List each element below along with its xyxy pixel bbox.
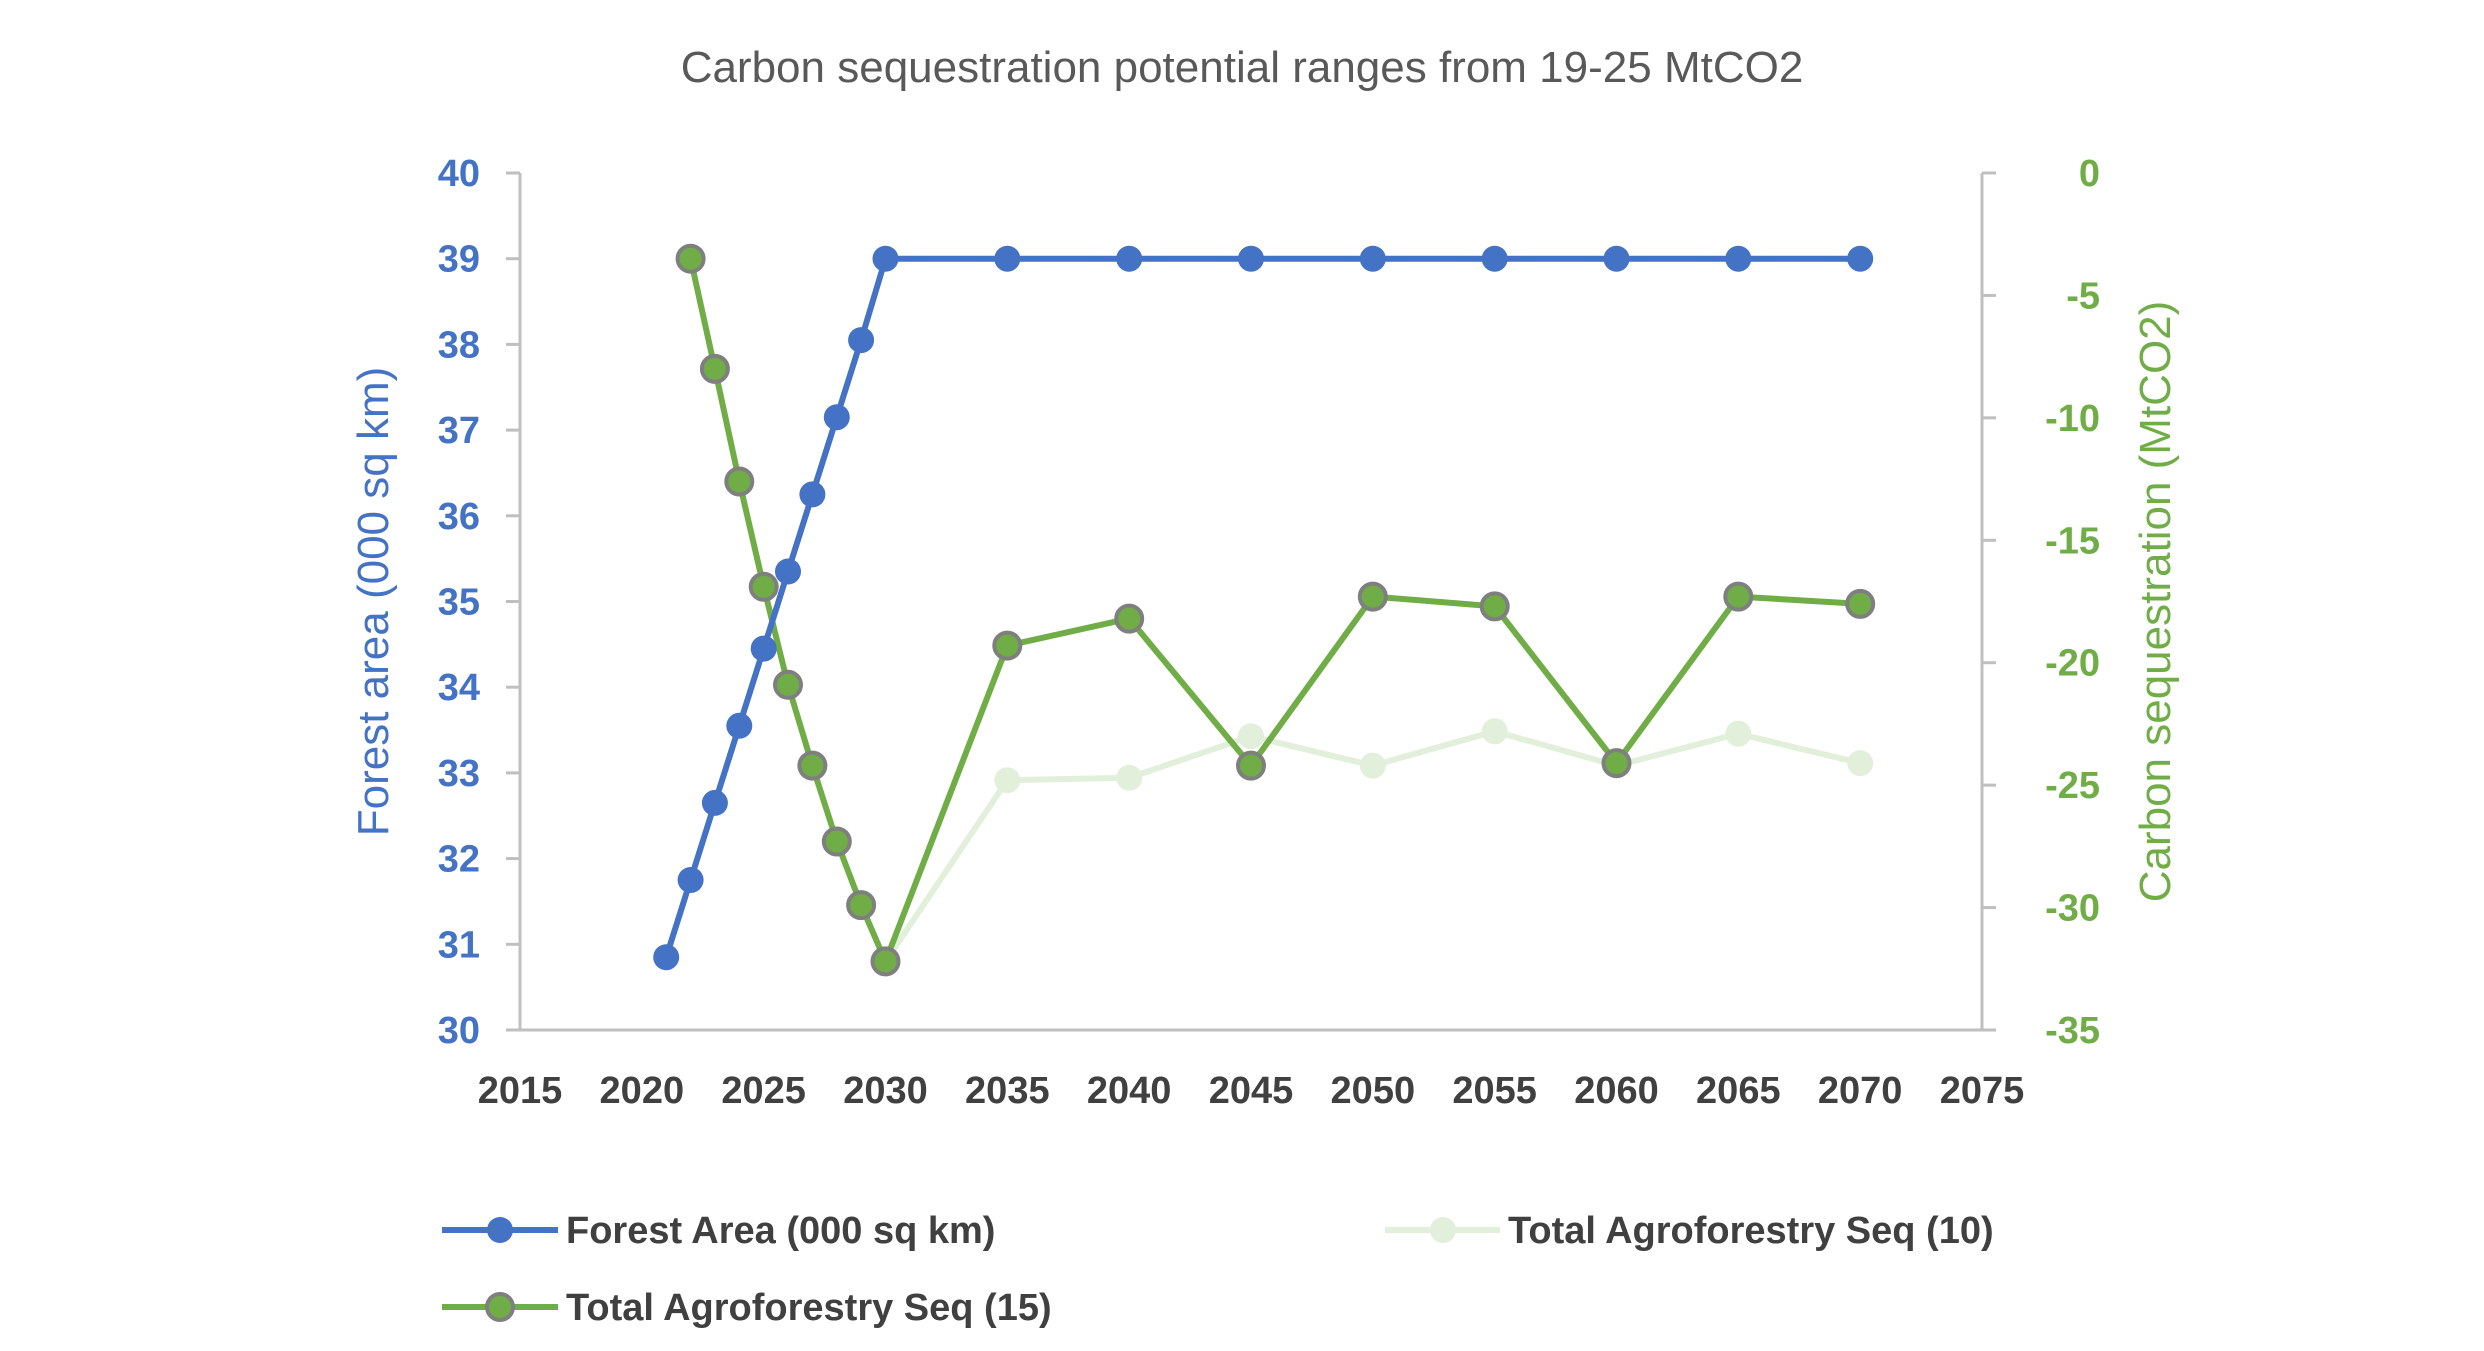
right-tick-label: -20	[2045, 643, 2100, 685]
right-tick-label: -5	[2066, 275, 2100, 317]
legend-item-forest-area: Forest Area (000 sq km)	[442, 1210, 995, 1252]
left-tick-label: 40	[438, 153, 480, 195]
data-point-agroforestry-10	[1238, 723, 1264, 750]
series-line-agroforestry-15	[687, 258, 1861, 965]
legend-item-agroforestry-10: Total Agroforestry Seq (10)	[1385, 1210, 1994, 1252]
chart-title: Carbon sequestration potential ranges fr…	[681, 43, 1804, 92]
left-tick-label: 37	[438, 410, 480, 452]
legend-label-agroforestry-15: Total Agroforestry Seq (15)	[566, 1287, 1052, 1329]
data-point-agroforestry-15	[1723, 581, 1754, 612]
series-line-forest-area	[663, 255, 1861, 959]
legend-label-agroforestry-10: Total Agroforestry Seq (10)	[1508, 1210, 1994, 1252]
x-tick-label: 2040	[1087, 1070, 1172, 1112]
data-point-agroforestry-15	[699, 353, 730, 384]
left-tick-label: 31	[438, 924, 480, 966]
data-point-forest-area	[1603, 245, 1630, 272]
data-point-forest-area	[823, 404, 850, 431]
data-point-forest-area	[750, 635, 777, 662]
data-point-forest-area	[677, 867, 704, 893]
data-point-agroforestry-15	[1479, 591, 1510, 622]
x-tick-label: 2065	[1696, 1070, 1781, 1112]
x-tick-label: 2035	[965, 1070, 1050, 1112]
series-forest-area	[653, 245, 1874, 971]
left-tick-label: 36	[438, 496, 480, 538]
legend: Forest Area (000 sq km) Total Agroforest…	[442, 1210, 1994, 1329]
right-axis-label: Carbon sequestration (MtCO2)	[2131, 301, 2180, 903]
x-axis-ticks: 2015 2020 2025 2030 2035 2040 2045 2050 2055 2060…	[478, 1070, 2025, 1112]
left-tick-label: 34	[438, 667, 480, 709]
data-point-forest-area	[726, 712, 753, 739]
data-point-forest-area	[701, 789, 728, 816]
axes	[518, 173, 1984, 1032]
left-tick-label: 35	[438, 582, 480, 624]
x-tick-label: 2070	[1818, 1070, 1903, 1112]
data-point-agroforestry-15	[1601, 748, 1632, 779]
data-point-agroforestry-15	[797, 750, 828, 781]
data-point-agroforestry-10	[1847, 750, 1874, 777]
right-tick-label: 0	[2079, 153, 2100, 195]
x-tick-label: 2045	[1209, 1070, 1294, 1112]
legend-marker-forest-area	[487, 1217, 513, 1243]
data-point-forest-area	[1116, 245, 1143, 272]
data-point-forest-area	[1481, 245, 1508, 272]
left-axis-label: Forest area (000 sq km)	[349, 367, 398, 837]
left-tick-label: 30	[438, 1010, 480, 1052]
x-tick-label: 2020	[600, 1070, 685, 1112]
right-tick-label: -25	[2045, 765, 2100, 807]
x-tick-label: 2055	[1452, 1070, 1537, 1112]
data-point-forest-area	[1847, 245, 1874, 272]
legend-label-forest-area: Forest Area (000 sq km)	[566, 1210, 995, 1252]
left-tick-label: 32	[438, 839, 480, 881]
legend-item-agroforestry-15: Total Agroforestry Seq (15)	[442, 1287, 1052, 1329]
legend-marker-agroforestry-15	[485, 1292, 515, 1322]
data-point-agroforestry-15	[1845, 588, 1876, 619]
right-tick-label: -10	[2045, 398, 2100, 440]
left-tick-label: 38	[438, 324, 480, 366]
left-tick-label: 39	[438, 239, 480, 281]
series-agroforestry-10	[872, 718, 1874, 975]
data-point-forest-area	[848, 327, 875, 354]
data-point-forest-area	[1238, 245, 1264, 272]
x-tick-label: 2075	[1940, 1070, 2025, 1112]
left-tick-label: 33	[438, 753, 480, 795]
data-point-agroforestry-15	[748, 571, 779, 602]
right-axis-ticks: -35 -30 -25 -20 -15 -10 -5 0	[1982, 153, 2100, 1052]
data-point-forest-area	[994, 245, 1021, 272]
data-point-agroforestry-10	[994, 767, 1021, 794]
series-agroforestry-15	[675, 243, 1876, 977]
data-point-forest-area	[653, 944, 680, 971]
data-point-agroforestry-15	[773, 669, 803, 700]
x-tick-label: 2060	[1574, 1070, 1659, 1112]
data-point-agroforestry-10	[1725, 720, 1752, 747]
right-tick-label: -30	[2045, 888, 2100, 930]
data-point-agroforestry-15	[1357, 581, 1388, 612]
series-layer	[653, 243, 1876, 977]
data-point-agroforestry-15	[821, 826, 852, 857]
data-point-forest-area	[799, 481, 826, 508]
x-tick-label: 2025	[721, 1070, 806, 1112]
x-tick-label: 2030	[843, 1070, 928, 1112]
right-tick-label: -35	[2045, 1010, 2100, 1052]
data-point-agroforestry-10	[1481, 718, 1508, 745]
x-tick-label: 2015	[478, 1070, 563, 1112]
data-point-forest-area	[1725, 245, 1752, 272]
data-point-forest-area	[872, 245, 899, 272]
data-point-agroforestry-15	[846, 890, 877, 921]
data-point-agroforestry-15	[1114, 603, 1145, 634]
data-point-agroforestry-15	[992, 630, 1023, 661]
data-point-agroforestry-10	[1359, 752, 1386, 779]
data-point-agroforestry-15	[1236, 750, 1266, 781]
data-point-forest-area	[1359, 245, 1386, 272]
left-axis-ticks: 30 31 32 33 34 35 36 37 38 39 40	[438, 153, 520, 1052]
data-point-agroforestry-15	[724, 466, 755, 497]
data-point-agroforestry-15	[675, 243, 706, 274]
x-tick-label: 2050	[1331, 1070, 1416, 1112]
data-point-agroforestry-10	[1116, 764, 1143, 791]
data-point-agroforestry-15	[870, 946, 901, 977]
right-tick-label: -15	[2045, 520, 2100, 562]
legend-marker-agroforestry-10	[1430, 1217, 1456, 1243]
data-point-forest-area	[775, 558, 801, 585]
